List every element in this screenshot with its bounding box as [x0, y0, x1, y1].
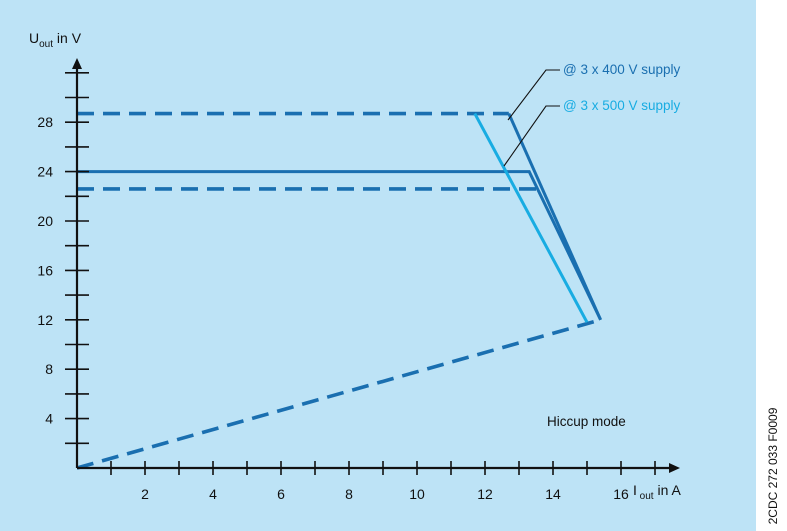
y-tick-label: 28	[37, 114, 53, 130]
x-tick-label: 16	[613, 486, 629, 502]
x-tick-label: 6	[277, 486, 285, 502]
x-tick-label: 12	[477, 486, 493, 502]
x-tick-label: 14	[545, 486, 561, 502]
series-line-1	[77, 170, 602, 321]
x-axis-arrow	[669, 463, 680, 473]
x-tick-label: 8	[345, 486, 353, 502]
y-tick-label: 8	[45, 361, 53, 377]
y-axis-title: Uout in V	[29, 30, 82, 50]
dashed-line-3	[76, 318, 602, 470]
x-tick-label: 2	[141, 486, 149, 502]
y-tick-label: 12	[37, 312, 53, 328]
figure-code: 2CDC 272 033 F0009	[766, 407, 780, 525]
leader-line-400v	[507, 69, 560, 121]
series-line-3	[507, 112, 602, 321]
x-tick-label: 4	[209, 486, 217, 502]
y-tick-label: 24	[37, 164, 53, 180]
x-axis-title: I out in A	[633, 482, 681, 502]
y-axis-arrow	[72, 58, 82, 69]
annotation-hiccup-mode: Hiccup mode	[547, 414, 626, 429]
y-tick-label: 20	[37, 213, 53, 229]
y-tick-label: 4	[45, 411, 53, 427]
leader-line-500v	[503, 105, 560, 167]
x-tick-label: 10	[409, 486, 425, 502]
chart-background	[0, 0, 756, 531]
annotation-400v: @ 3 x 400 V supply	[563, 62, 681, 77]
y-tick-label: 16	[37, 262, 53, 278]
annotation-500v: @ 3 x 500 V supply	[563, 98, 681, 113]
series-line-2	[473, 112, 589, 323]
